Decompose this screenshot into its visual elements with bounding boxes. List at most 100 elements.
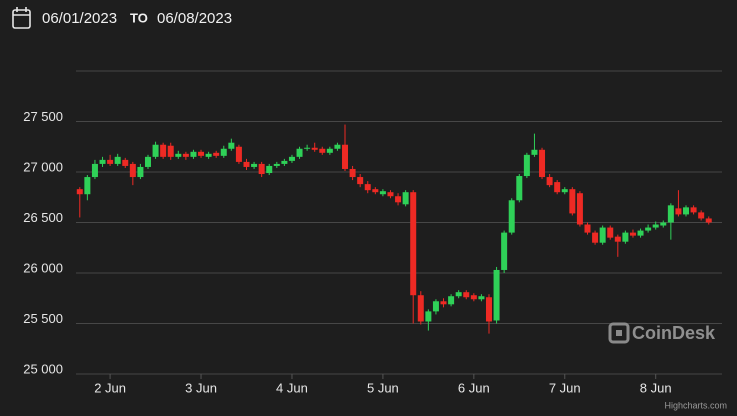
y-tick-label: 27 000: [23, 159, 63, 174]
candle-body: [76, 189, 83, 195]
x-tick-label: 2 Jun: [94, 380, 126, 395]
candle-body: [470, 295, 477, 300]
date-to[interactable]: 06/08/2023: [157, 10, 232, 27]
candle-body: [349, 168, 356, 178]
candle-body: [539, 149, 546, 178]
candle-body: [614, 236, 621, 242]
candle-body: [531, 149, 538, 155]
candle-body: [402, 192, 409, 205]
candle-body: [175, 153, 182, 157]
candle-body: [326, 148, 333, 153]
candle-body: [410, 192, 417, 296]
x-tick-label: 5 Jun: [367, 380, 399, 395]
candle-body: [220, 148, 227, 156]
y-tick-label: 26 500: [23, 210, 63, 225]
credit[interactable]: Highcharts.com: [664, 400, 727, 410]
candle-body: [387, 192, 394, 197]
candle-body: [304, 147, 311, 149]
candle-body: [99, 159, 106, 164]
candle-body: [675, 208, 682, 215]
candle-body: [319, 148, 326, 153]
candle-body: [637, 230, 644, 236]
candle-body: [122, 159, 129, 166]
candle-body: [205, 153, 212, 157]
watermark-text: CoinDesk: [632, 323, 716, 343]
candle-body: [395, 196, 402, 203]
candle-body: [584, 224, 591, 233]
calendar-icon: [12, 7, 31, 29]
candle-body: [629, 232, 636, 236]
candle-body: [652, 224, 659, 228]
x-tick-label: 3 Jun: [185, 380, 217, 395]
candle-body: [281, 160, 288, 164]
candle-body: [425, 311, 432, 322]
watermark: CoinDesk: [608, 322, 716, 344]
candle-body: [705, 218, 712, 223]
date-separator: TO: [130, 10, 148, 25]
candle-body: [198, 151, 205, 156]
candle-body: [372, 189, 379, 193]
candle-body: [546, 177, 553, 186]
candle-body: [190, 151, 197, 157]
candle-body: [182, 153, 189, 157]
plot: 25 000 25 500 26 000 26 500 27 000 27 500 2 Ju…: [23, 70, 722, 395]
candle-body: [690, 207, 697, 213]
candle-body: [667, 205, 674, 223]
candle-body: [554, 182, 561, 193]
candle-body: [84, 177, 91, 195]
candle-body: [432, 301, 439, 312]
candle-body: [478, 296, 485, 300]
candle-body: [235, 146, 242, 162]
candle-body: [311, 147, 318, 150]
candle-body: [516, 176, 523, 201]
candle-body: [660, 222, 667, 226]
candle-body: [448, 296, 455, 305]
candle-body: [357, 177, 364, 185]
candle-body: [576, 193, 583, 225]
candle-body: [152, 144, 159, 157]
x-tick-label: 4 Jun: [276, 380, 308, 395]
candle-body: [501, 232, 508, 270]
candle-body: [455, 292, 462, 297]
candle-body: [463, 292, 470, 298]
candle-body: [91, 163, 98, 178]
candle-body: [228, 142, 235, 149]
candle-body: [485, 297, 492, 322]
candle-body: [645, 227, 652, 231]
candle-body: [508, 200, 515, 233]
y-tick-label: 25 500: [23, 311, 63, 326]
candle-body: [107, 159, 114, 164]
candle-body: [144, 156, 151, 167]
candle-body: [114, 156, 121, 164]
candle-body: [342, 144, 349, 169]
y-tick-label: 25 000: [23, 361, 63, 376]
candle-body: [683, 207, 690, 215]
candle-body: [137, 166, 144, 178]
candle-body: [243, 161, 250, 167]
y-tick-label: 26 000: [23, 260, 63, 275]
candle-body: [364, 184, 371, 191]
date-from[interactable]: 06/01/2023: [42, 10, 117, 27]
candle-body: [167, 145, 174, 157]
candle-body: [561, 189, 568, 193]
candle-body: [288, 156, 295, 161]
candle-body: [379, 191, 386, 195]
candle-body: [213, 152, 220, 156]
candle-body: [334, 144, 341, 149]
candle-body: [698, 212, 705, 219]
candle-body: [273, 163, 280, 166]
candle-body: [296, 148, 303, 157]
candle-body: [129, 163, 136, 178]
candle-body: [607, 227, 614, 238]
x-tick-label: 7 Jun: [549, 380, 581, 395]
candle-body: [258, 163, 265, 175]
x-tick-label: 8 Jun: [640, 380, 672, 395]
candle-body: [417, 295, 424, 322]
y-tick-label: 27 500: [23, 109, 63, 124]
x-tick-label: 6 Jun: [458, 380, 490, 395]
candle-body: [592, 232, 599, 243]
candle-body: [251, 163, 258, 167]
candle-body: [599, 227, 606, 243]
